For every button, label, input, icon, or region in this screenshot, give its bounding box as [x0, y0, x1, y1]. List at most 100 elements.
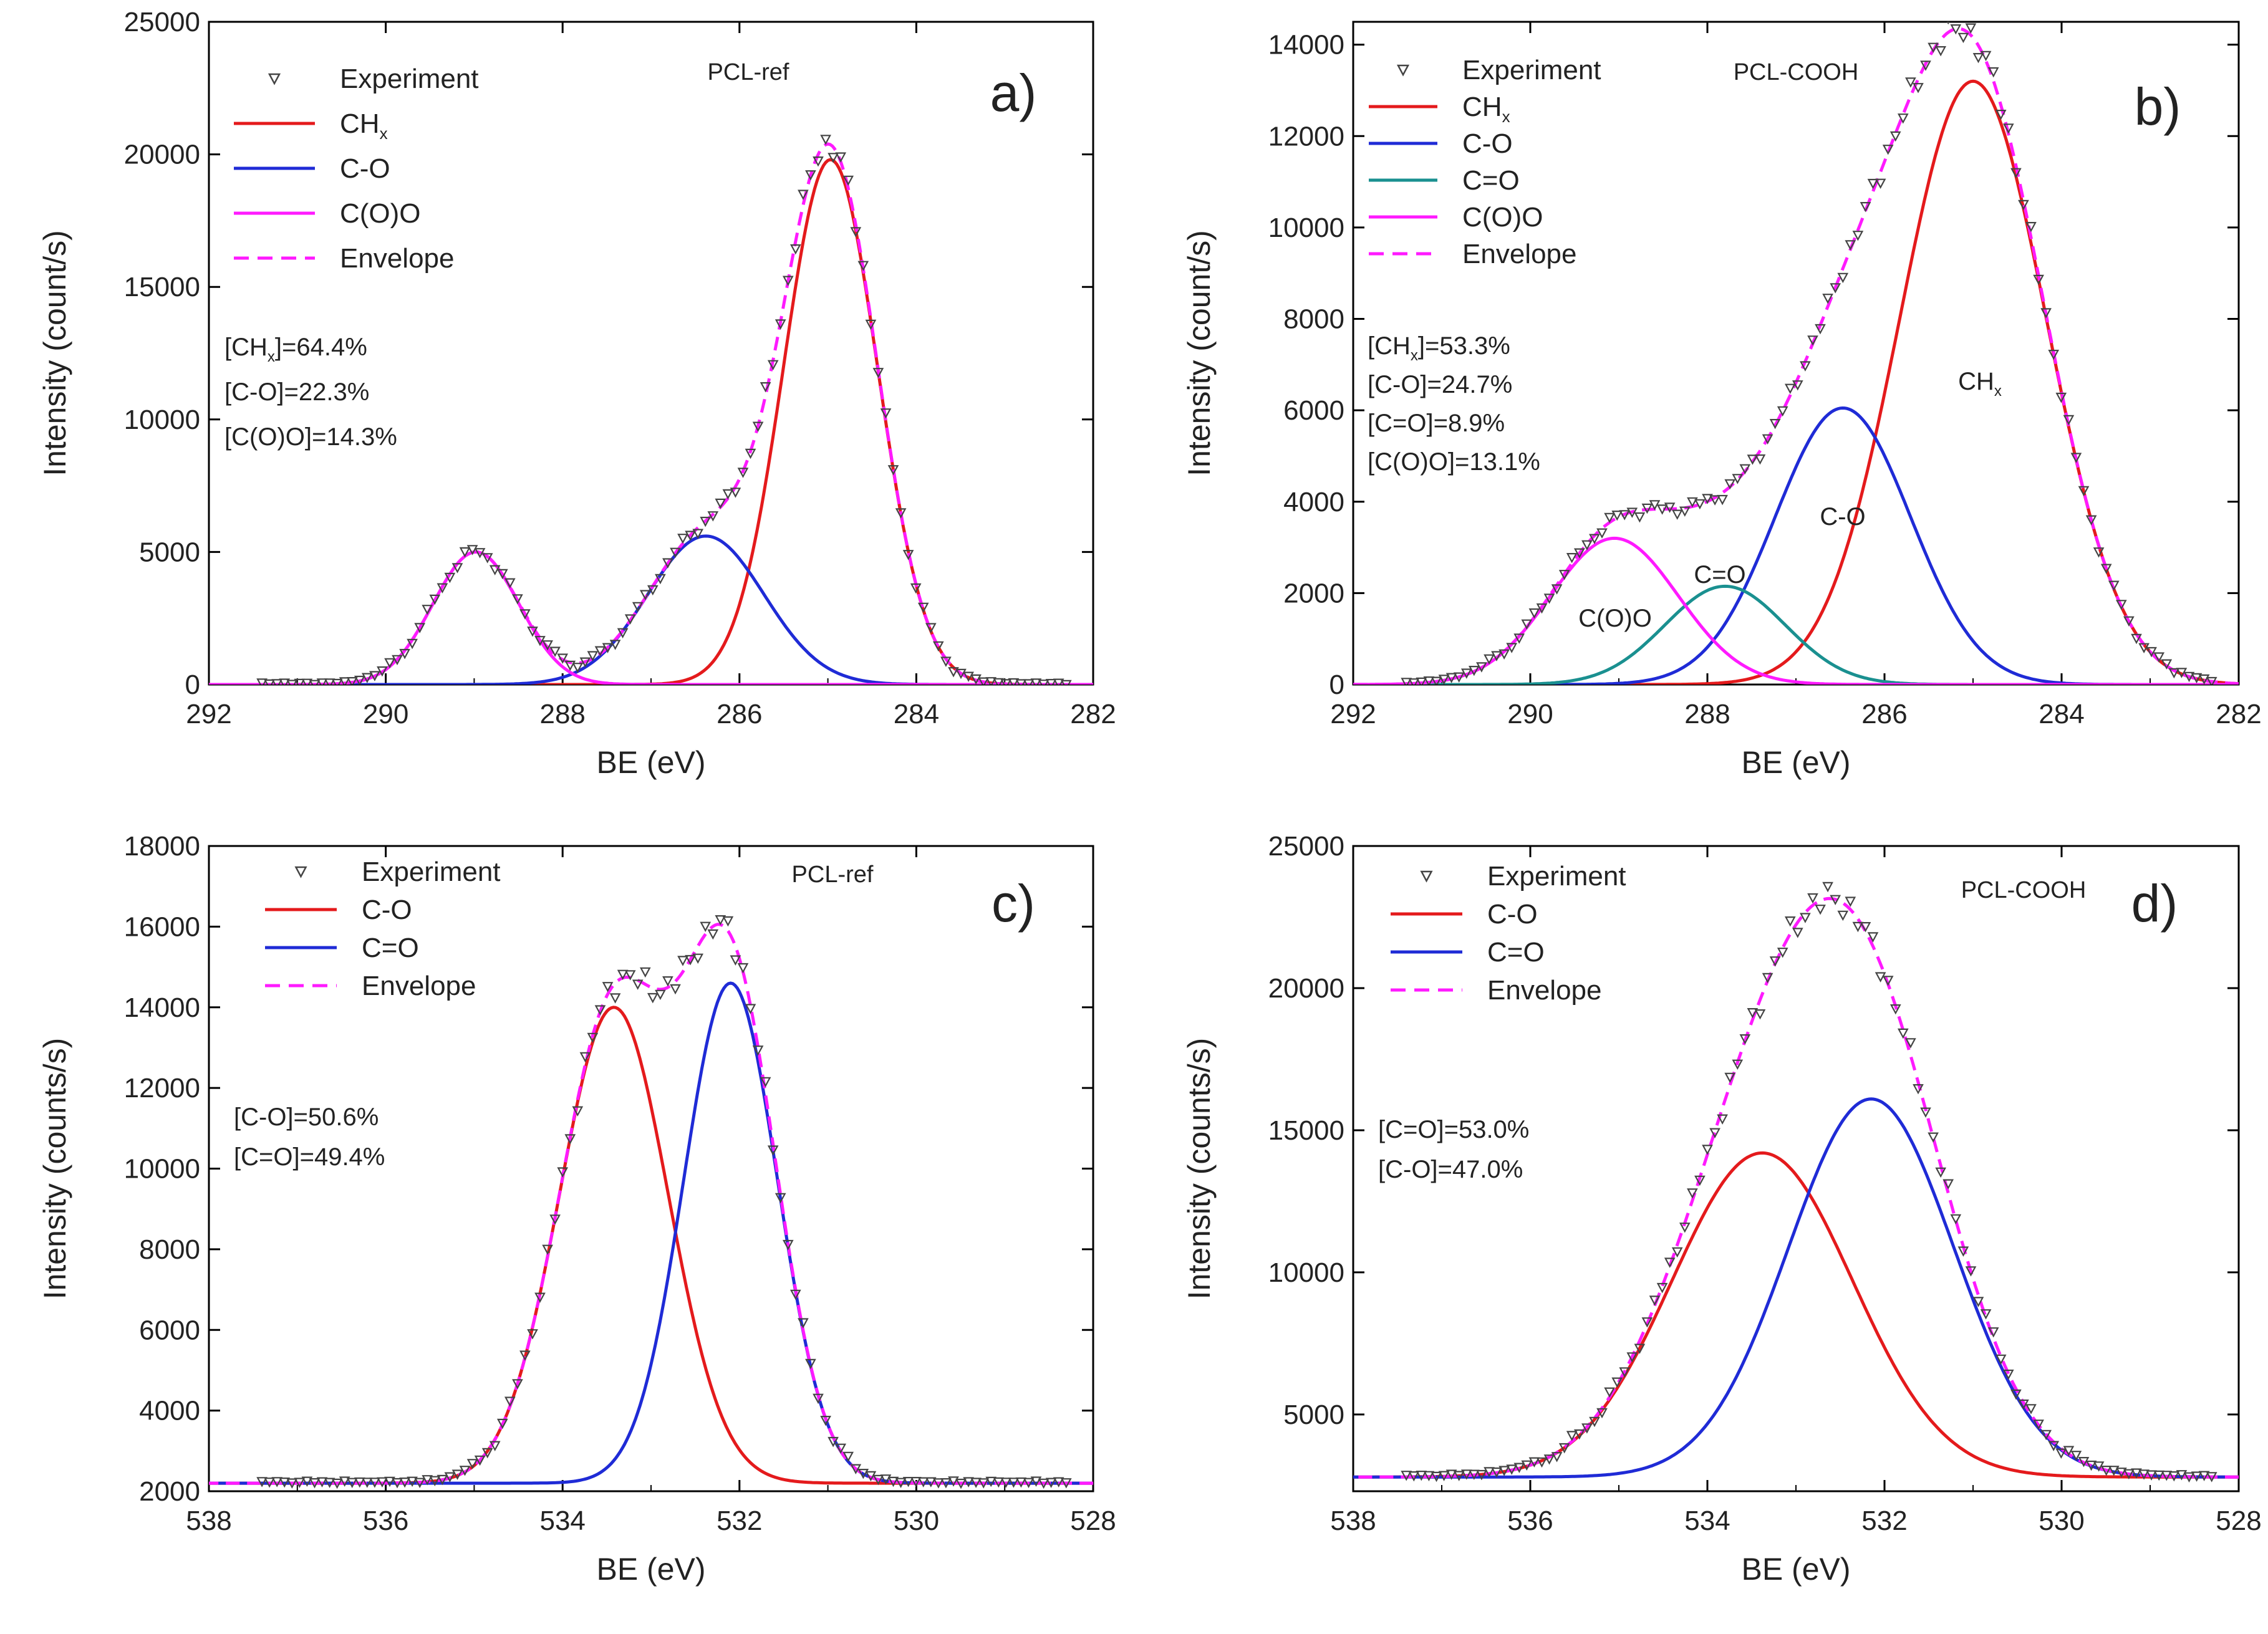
experiment-point — [1551, 584, 1563, 595]
experiment-point — [534, 1292, 546, 1303]
experiment-point — [970, 1478, 982, 1488]
x-axis-title: BE (eV) — [1741, 1552, 1850, 1587]
experiment-point — [1920, 1107, 1931, 1118]
experiment-point — [377, 666, 388, 677]
x-tick-label: 538 — [1330, 1506, 1376, 1536]
experiment-point — [1015, 679, 1027, 685]
experiment-point — [594, 1005, 606, 1016]
experiment-point — [670, 547, 681, 559]
experiment-point — [1739, 1034, 1751, 1045]
experiment-point — [1852, 231, 1864, 241]
experiment-point — [722, 489, 734, 500]
experiment-point — [489, 565, 501, 575]
experiment-point — [1506, 1464, 1518, 1475]
experiment-point — [1732, 1059, 1744, 1070]
experiment-point — [1792, 928, 1803, 938]
y-tick-label: 2000 — [1283, 578, 1344, 608]
y-tick-label: 8000 — [1283, 304, 1344, 335]
experiment-point — [444, 1472, 456, 1483]
experiment-point — [1957, 32, 1969, 44]
experiment-point — [504, 578, 516, 589]
experiment-point — [700, 921, 712, 933]
experiment-point — [865, 1471, 877, 1482]
experiment-point — [594, 646, 606, 656]
experiment-point — [835, 1443, 847, 1454]
x-axis-title: BE (eV) — [596, 1552, 705, 1587]
series-envelope — [209, 142, 1093, 685]
experiment-point — [2108, 1466, 2120, 1476]
experiment-point — [1416, 1471, 1427, 1481]
experiment-point — [662, 558, 673, 569]
experiment-point — [1709, 495, 1720, 506]
experiment-point — [1807, 335, 1818, 346]
experiment-point — [459, 1466, 471, 1476]
experiment-point — [264, 679, 275, 685]
experiment-point — [655, 574, 666, 585]
experiment-point — [1739, 464, 1751, 475]
legend-label: C(O)O — [340, 198, 421, 229]
experiment-point — [1641, 503, 1653, 514]
experiment-point — [1792, 380, 1803, 391]
experiment-point — [1423, 1471, 1435, 1482]
experiment-point — [1754, 454, 1766, 465]
composition-annotation: [C-O]=24.7% — [1368, 371, 1512, 398]
experiment-point — [361, 673, 373, 683]
experiment-point — [895, 1478, 907, 1489]
experiment-point — [1972, 1297, 1984, 1307]
experiment-point — [745, 448, 756, 459]
experiment-point — [309, 680, 321, 685]
experiment-point — [1573, 548, 1585, 559]
experiment-point — [384, 1476, 395, 1487]
experiment-point — [624, 970, 636, 981]
experiment-point — [1431, 1471, 1442, 1483]
legend-entry: Experiment — [294, 857, 501, 887]
experiment-point — [2138, 643, 2150, 654]
panel-b: 292 290 288 286 284 282 0 2000 4000 6000 8000 10000… — [1182, 21, 2262, 780]
experiment-point — [271, 1477, 283, 1487]
experiment-point — [377, 1477, 388, 1488]
experiment-point — [1694, 1175, 1706, 1186]
experiment-point — [985, 1476, 997, 1487]
experiment-point — [481, 553, 493, 564]
experiment-point — [549, 1214, 561, 1225]
experiment-point — [1987, 67, 1999, 78]
legend-entry: Envelope — [234, 243, 454, 274]
experiment-point — [1558, 1443, 1570, 1454]
experiment-point — [346, 1478, 358, 1489]
composition-annotation: [C-O]=22.3% — [224, 378, 369, 406]
experiment-point — [1687, 1188, 1698, 1199]
experiment-point — [542, 1244, 553, 1256]
experiment-point — [677, 534, 688, 544]
panel-label: a) — [990, 64, 1037, 122]
y-tick-label: 10000 — [124, 1154, 200, 1185]
experiment-point — [2100, 564, 2112, 574]
experiment-point — [2138, 1469, 2150, 1480]
experiment-point — [437, 1474, 448, 1486]
experiment-point — [677, 956, 688, 966]
experiment-point — [1453, 1471, 1465, 1481]
experiment-point — [902, 550, 914, 560]
experiment-point — [1679, 1223, 1691, 1233]
x-tick-label: 532 — [1861, 1506, 1907, 1536]
experiment-point — [1476, 1469, 1487, 1481]
experiment-point — [842, 175, 854, 186]
legend-entry: CHx — [234, 108, 388, 143]
experiment-point — [1980, 1309, 1992, 1320]
experiment-point — [609, 640, 621, 650]
experiment-point — [316, 1477, 328, 1487]
experiment-point — [1995, 110, 2007, 120]
sample-name: PCL-COOH — [1961, 877, 2087, 903]
experiment-point — [1536, 603, 1548, 614]
experiment-point — [917, 602, 929, 613]
experiment-point — [2055, 1448, 2067, 1459]
series-envelope — [209, 923, 1093, 1485]
experiment-point — [504, 1396, 516, 1407]
experiment-point — [1664, 1257, 1676, 1268]
experiment-point — [2100, 1466, 2112, 1476]
experiment-point — [2153, 1470, 2165, 1481]
experiment-point — [715, 498, 726, 509]
x-axis-title: BE (eV) — [1741, 745, 1850, 780]
legend-label: Envelope — [1487, 975, 1601, 1006]
experiment-point — [339, 677, 350, 685]
experiment-point — [309, 1478, 321, 1489]
